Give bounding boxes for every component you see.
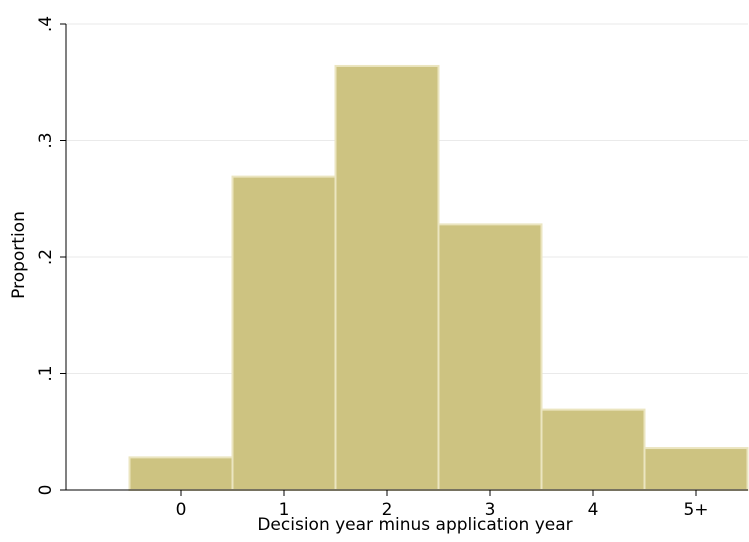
bar <box>643 447 749 491</box>
y-tick-label: .3 <box>36 132 56 148</box>
x-tick-label: 0 <box>176 500 187 520</box>
y-tick-label: 0 <box>36 485 56 496</box>
y-tick-label: .4 <box>36 16 56 32</box>
bar <box>231 175 337 492</box>
bar <box>334 64 440 491</box>
bar <box>540 408 646 491</box>
y-tick-label: .1 <box>36 365 56 381</box>
x-tick-label: 2 <box>382 500 393 520</box>
y-axis-label: Proportion <box>9 211 29 299</box>
x-tick-label: 5+ <box>683 500 708 520</box>
x-tick-label: 1 <box>279 500 290 520</box>
x-axis-label: Decision year minus application year <box>257 515 572 535</box>
x-tick-label: 4 <box>588 500 599 520</box>
x-tick-label: 3 <box>485 500 496 520</box>
bar <box>437 223 543 491</box>
y-tick-label: .2 <box>36 249 56 265</box>
bar <box>128 456 234 492</box>
